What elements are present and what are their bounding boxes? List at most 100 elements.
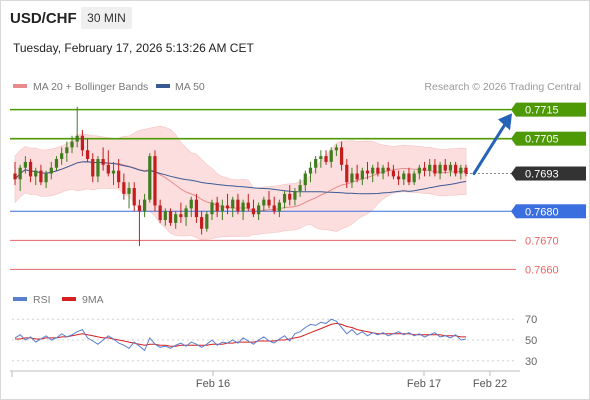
level-tag-bg-0.7715 [516,102,586,117]
level-tag-bg-0.7680 [516,204,586,219]
candle-body-39 [215,202,219,212]
ma50-line [14,161,467,195]
candle-body-68 [365,170,370,174]
candle-body-25 [142,199,147,212]
timestamp: Tuesday, February 17, 2026 5:13:26 AM CE… [13,41,254,55]
candle-body-20 [117,170,121,183]
candle-body-15 [91,159,95,177]
rsi-layer: 70 50 30 [12,314,537,368]
candle-body-79 [422,167,427,171]
candle-body-18 [106,164,110,174]
candle-body-57 [308,167,313,174]
candle-body-34 [189,199,193,209]
candle-body-10 [65,147,69,154]
x-label-feb22: Feb 22 [473,378,507,390]
candle-body-41 [225,205,230,209]
candle-body-82 [438,164,442,174]
level-tag-arrow-0.7715 [511,102,516,117]
ma9-legend-label: 9MA [82,294,104,306]
candle-body-53 [288,193,292,200]
candle-body-29 [163,211,167,220]
candle-body-16 [96,159,100,177]
research-credit: Research © 2026 Trading Central [424,81,581,93]
candle-body-12 [75,135,79,142]
rsi-line [14,318,467,352]
candle-body-14 [85,150,90,159]
candle-body-81 [433,164,437,174]
candle-body-4 [34,170,38,177]
candle-body-46 [251,208,256,215]
candle-body-69 [371,167,375,174]
candle-body-54 [293,190,297,200]
candle-body-48 [262,199,266,206]
candle-body-74 [397,176,401,180]
candle-body-9 [60,153,64,159]
candle-body-27 [153,156,157,206]
candle-body-58 [314,159,318,168]
candle-body-22 [127,188,131,194]
candle-body-73 [391,170,396,177]
candle-body-23 [132,188,136,206]
candle-body-5 [39,170,43,183]
ma50-legend-swatch [156,84,170,88]
level-label-0.7715: 0.7715 [525,105,559,117]
candle-body-37 [205,214,209,229]
level-tag-arrow-0.7680 [511,204,516,219]
candle-body-64 [345,164,349,183]
level-tag-bg-0.7705 [516,131,586,146]
level-label-0.7660: 0.7660 [525,264,559,276]
candle-body-72 [386,167,390,171]
candle-body-33 [184,208,188,218]
candle-body-6 [44,173,48,183]
price-layer: 0.7715 0.7705 0.7693 0.7680 0.7670 0.7660 [10,102,586,276]
candle-body-42 [231,199,235,209]
candle-body-71 [381,167,385,174]
candle-body-78 [417,167,421,174]
candle-body-26 [148,156,152,200]
level-tag-arrow-0.7705 [511,131,516,146]
rsi-legend-swatch [13,297,27,301]
candle-body-3 [28,161,33,177]
candle-body-32 [179,214,183,218]
candle-body-75 [402,173,406,180]
candle-body-49 [267,199,271,206]
candle-body-8 [54,159,59,168]
timeframe-button[interactable]: 30 MIN [81,7,132,29]
candle-body-47 [257,205,261,215]
ma50-legend-label: MA 50 [175,81,205,93]
candle-body-84 [448,164,453,171]
level-label-0.7693: 0.7693 [525,169,559,181]
candle-body-21 [122,182,126,194]
candle-body-63 [339,147,344,165]
ma9-legend-swatch [62,297,76,301]
candle-body-30 [168,211,173,223]
candle-body-38 [210,202,214,215]
candle-body-80 [428,164,432,171]
candle-body-67 [360,170,364,180]
candle-body-87 [464,167,468,174]
forecast-arrow-head [498,113,512,131]
candle-body-43 [236,199,240,212]
ma9-line [15,322,466,347]
candle-body-76 [407,173,411,183]
candle-body-61 [329,150,333,162]
candle-body-56 [303,173,307,186]
candle-body-44 [241,202,245,212]
ma20-legend-swatch [13,84,27,88]
candle-body-0 [13,173,17,180]
candle-body-36 [200,217,204,229]
rsi-tick-50: 50 [525,335,537,347]
candle-body-59 [319,156,323,159]
level-label-0.7680: 0.7680 [525,206,559,218]
candle-body-85 [454,164,458,174]
forecast-arrow-shaft [472,122,507,176]
candle-body-62 [334,147,339,151]
pair-title: USD/CHF [10,10,77,27]
candle-body-11 [70,141,74,148]
rsi-legend-label: RSI [33,294,51,306]
candle-body-65 [350,173,354,183]
candle-body-77 [412,173,416,183]
level-tag-arrow-0.7693 [511,166,516,181]
candle-body-35 [194,199,199,218]
